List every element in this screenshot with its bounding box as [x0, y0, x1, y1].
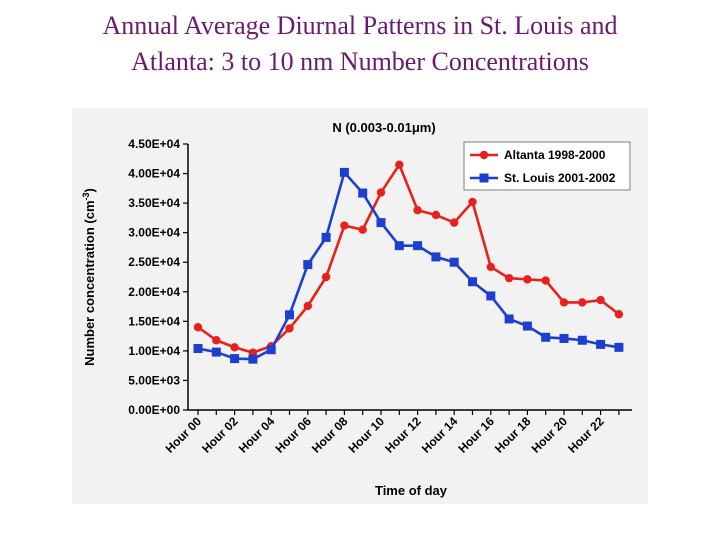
data-point	[358, 225, 367, 234]
data-point	[285, 310, 294, 320]
data-point	[212, 336, 221, 345]
y-axis-label: Number concentration (cm-3)	[81, 188, 97, 366]
x-axis-label: Time of day	[375, 483, 448, 498]
legend-label: Altanta 1998-2000	[504, 148, 606, 162]
data-point	[559, 298, 569, 307]
legend-label: St. Louis 2001-2002	[504, 171, 616, 185]
data-point	[578, 298, 587, 307]
y-tick-label: 5.00E+03	[128, 373, 180, 387]
data-point	[596, 339, 606, 349]
y-axis-label-close: )	[82, 188, 97, 192]
legend-box	[463, 141, 631, 191]
x-tick-label: Hour 10	[346, 414, 388, 456]
data-point	[394, 241, 404, 251]
data-point	[358, 188, 368, 198]
x-tick-label: Hour 14	[419, 414, 461, 456]
line-chart: N (0.003-0.01μm) 0.00E+00 5.00E+03 1.00E+0…	[81, 120, 632, 498]
data-point	[468, 277, 477, 287]
legend-marker	[479, 173, 489, 183]
data-point	[504, 314, 514, 324]
data-point	[614, 310, 624, 319]
data-point	[431, 252, 441, 262]
data-point	[376, 218, 386, 228]
y-axis-label-superscript: -3	[81, 192, 91, 200]
y-tick-label: 2.50E+04	[128, 255, 180, 269]
data-point	[522, 321, 532, 331]
series-layer	[193, 160, 624, 364]
data-point	[321, 272, 331, 282]
slide-title-line-2: Atlanta: 3 to 10 nm Number Concentration…	[131, 47, 589, 76]
y-tick-label: 4.50E+04	[128, 137, 180, 151]
data-point	[248, 354, 258, 364]
data-point	[559, 333, 569, 343]
data-point	[596, 295, 605, 305]
y-tick-label: 1.50E+04	[128, 314, 180, 328]
data-point	[211, 347, 221, 357]
data-point	[468, 197, 477, 207]
data-point	[541, 332, 551, 342]
x-tick-label: Hour 18	[492, 414, 534, 456]
data-point	[376, 188, 386, 197]
x-tick-label: Hour 20	[529, 414, 571, 456]
y-tick-label: 1.00E+04	[128, 344, 180, 358]
x-tick-label: Hour 06	[272, 414, 314, 456]
data-point	[450, 218, 459, 227]
y-axis-label-main: Number concentration (cm	[82, 200, 97, 365]
chart-panel: N (0.003-0.01μm) 0.00E+00 5.00E+03 1.00E+0…	[72, 108, 648, 504]
data-point	[340, 221, 349, 230]
data-point	[449, 257, 459, 267]
data-point	[193, 323, 203, 332]
y-tick-label: 3.50E+04	[128, 196, 180, 210]
y-tick-label: 4.00E+04	[128, 167, 180, 181]
slide-title: Annual Average Diurnal Patterns in St. L…	[0, 8, 720, 80]
data-point	[230, 354, 240, 364]
x-tick-label: Hour 02	[199, 414, 241, 456]
y-tick-label: 2.00E+04	[128, 285, 180, 299]
data-point	[486, 262, 495, 272]
data-point	[395, 160, 404, 169]
x-tick-label: Hour 08	[309, 414, 351, 456]
data-point	[266, 345, 276, 355]
series-st-louis	[193, 167, 624, 364]
data-point	[321, 232, 331, 242]
y-axis-ticks: 0.00E+00 5.00E+03 1.00E+04 1.50E+04 2.00E+04…	[128, 137, 188, 417]
data-point	[523, 275, 532, 284]
data-point	[486, 291, 496, 301]
legend-marker	[479, 150, 489, 160]
legend: Altanta 1998-2000 St. Louis 2001-2002	[463, 141, 631, 191]
data-point	[303, 260, 313, 270]
data-point	[413, 206, 422, 215]
series-line	[197, 169, 620, 361]
data-point	[431, 210, 441, 220]
data-point	[614, 342, 624, 352]
slide-title-line-1: Annual Average Diurnal Patterns in St. L…	[102, 11, 618, 40]
data-point	[339, 167, 349, 177]
data-point	[413, 241, 423, 251]
data-point	[285, 324, 294, 333]
series-line	[197, 161, 620, 355]
data-point	[193, 344, 203, 354]
data-point	[541, 276, 550, 285]
x-tick-label: Hour 16	[455, 414, 497, 456]
x-tick-label: Hour 04	[236, 414, 278, 456]
chart-title: N (0.003-0.01μm)	[332, 120, 435, 135]
data-point	[230, 343, 239, 352]
x-tick-label: Hour 12	[382, 414, 424, 456]
y-tick-label: 0.00E+00	[128, 403, 180, 417]
y-tick-label: 3.00E+04	[128, 226, 180, 240]
x-tick-label: Hour 00	[163, 414, 205, 456]
data-point	[577, 335, 587, 345]
data-point	[303, 301, 312, 311]
data-point	[504, 273, 514, 283]
x-tick-label: Hour 22	[565, 414, 607, 456]
